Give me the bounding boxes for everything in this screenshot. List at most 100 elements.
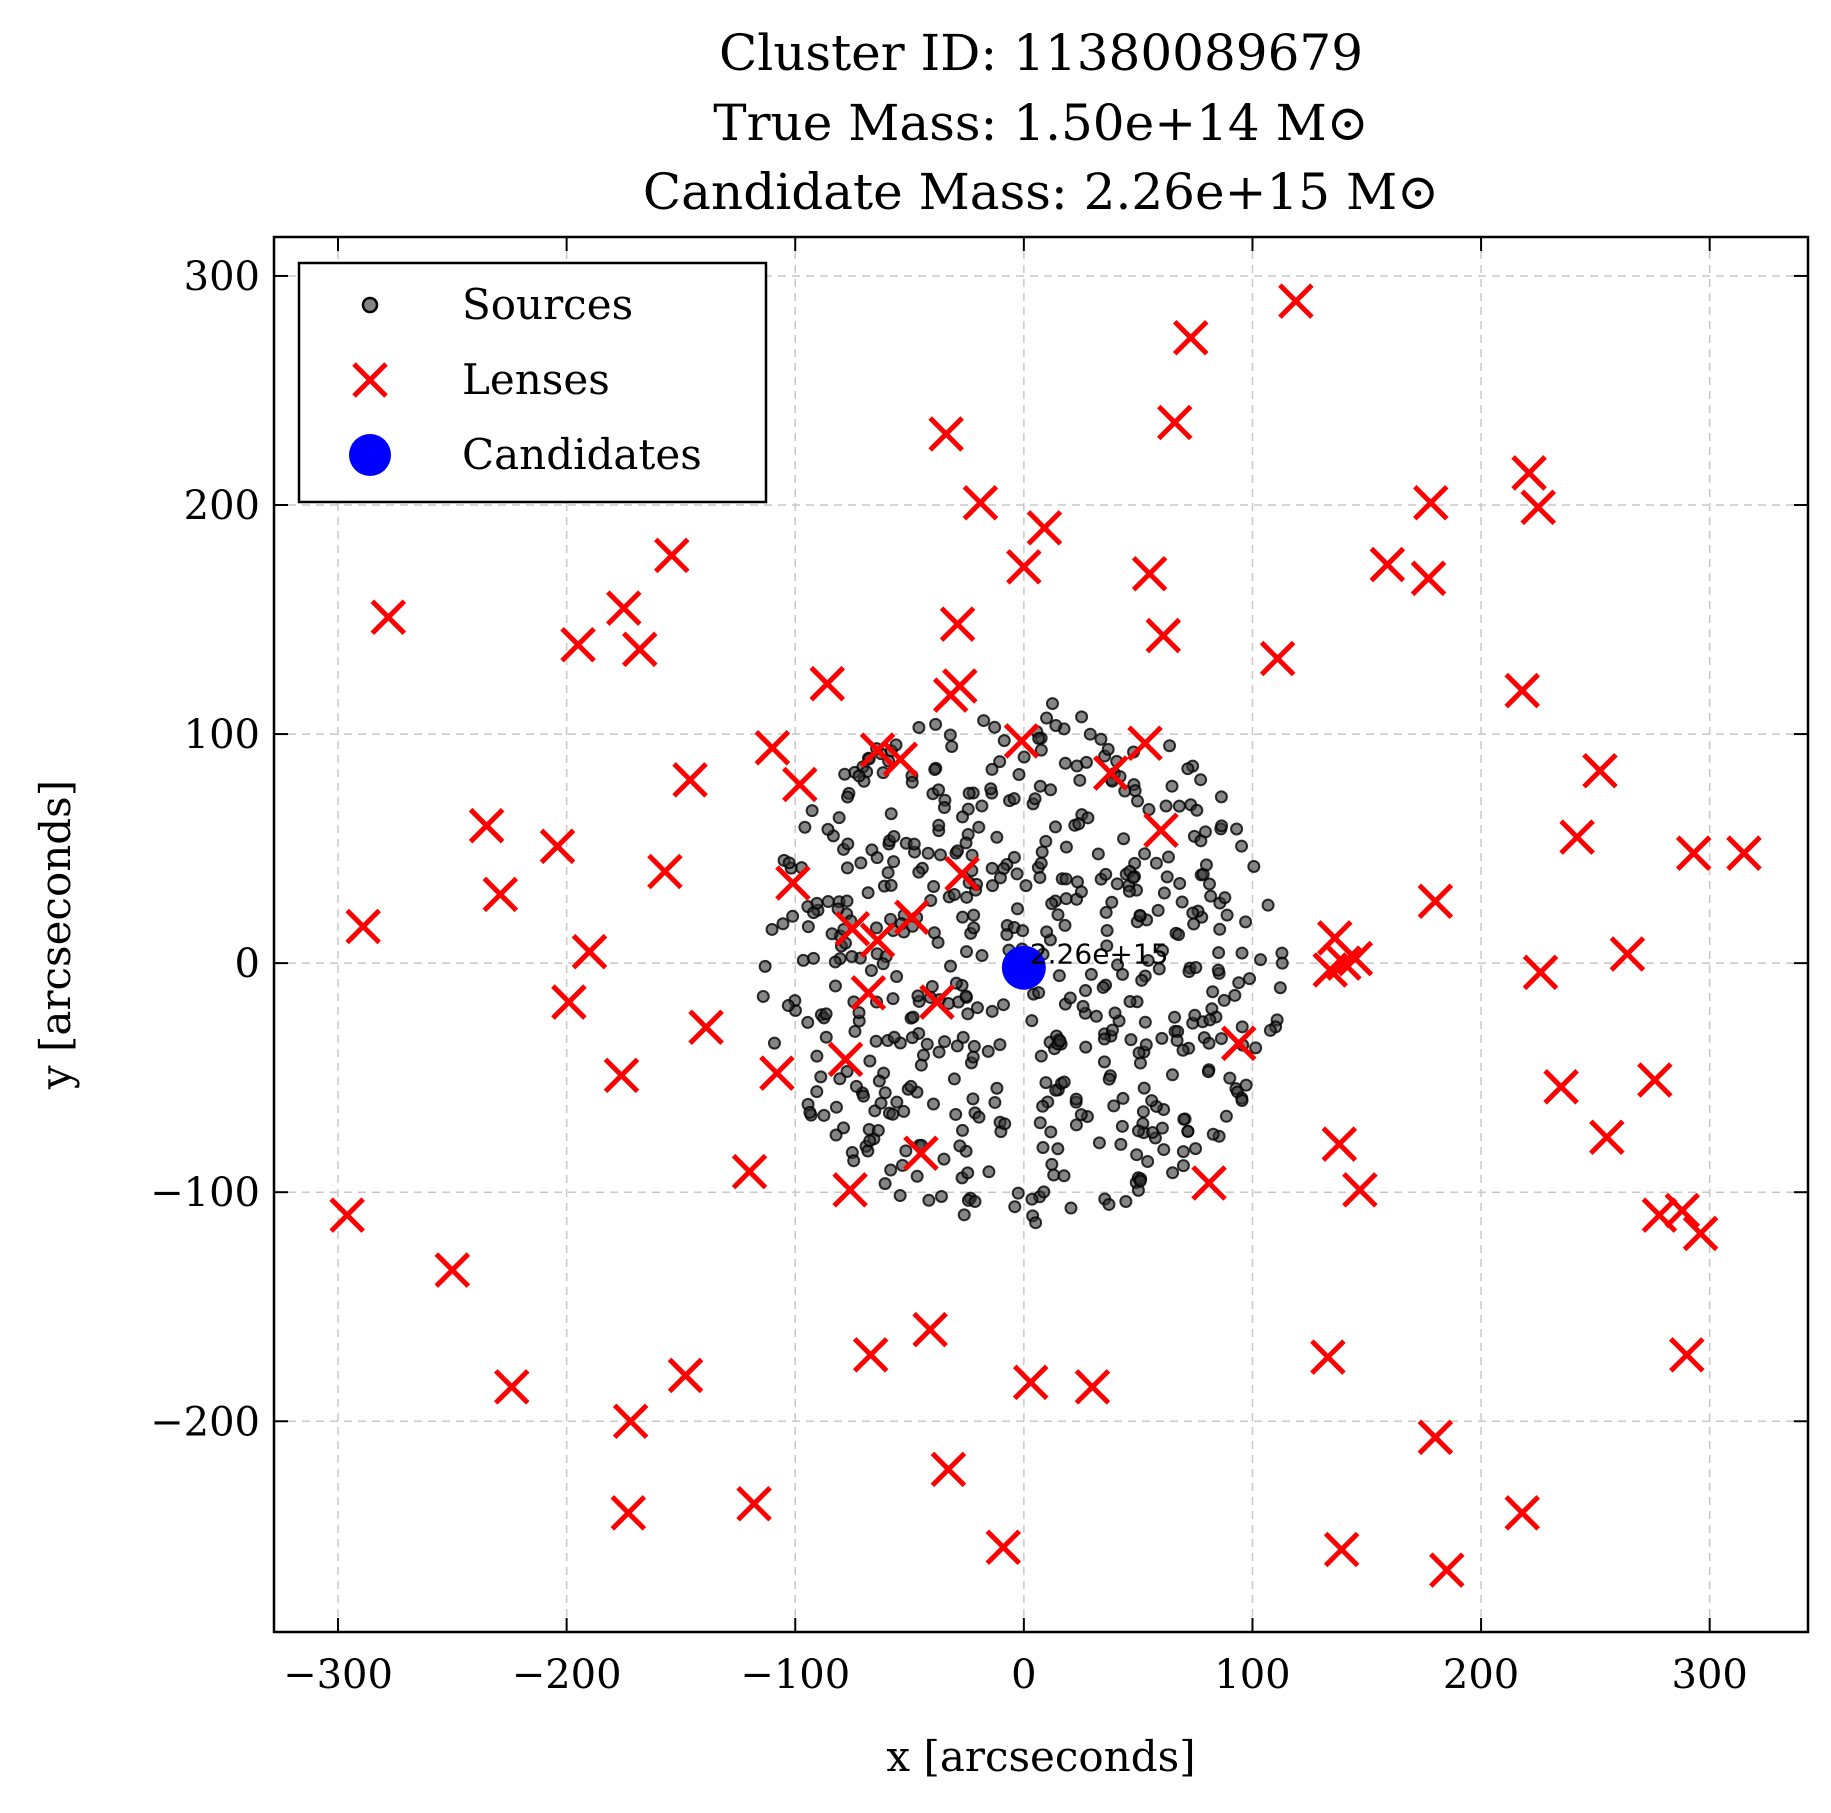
lens-point — [606, 590, 642, 626]
source-point — [1092, 1136, 1106, 1150]
source-point — [1010, 902, 1024, 916]
source-point — [1007, 850, 1021, 864]
source-point — [962, 786, 976, 800]
lens-point — [1413, 484, 1449, 521]
source-point — [1101, 742, 1115, 756]
source-point — [1102, 1072, 1116, 1086]
legend-lenses-marker — [352, 362, 388, 398]
source-point — [1069, 1092, 1083, 1106]
source-point — [968, 1195, 982, 1209]
source-point — [1135, 973, 1149, 987]
source-point — [926, 1097, 940, 1111]
lens-point — [850, 975, 887, 1011]
source-point — [988, 720, 1002, 734]
source-point — [869, 1034, 883, 1048]
source-point — [1131, 1124, 1145, 1138]
source-point — [985, 879, 999, 893]
source-point — [849, 1079, 863, 1093]
source-point — [854, 856, 868, 870]
plot-frame — [272, 235, 1810, 1634]
y-tick-label: 0 — [235, 941, 260, 987]
source-point — [1235, 1093, 1249, 1107]
source-point — [1100, 924, 1114, 938]
source-point — [990, 830, 1004, 844]
source-point — [981, 1044, 995, 1058]
lens-point — [1220, 1025, 1257, 1062]
source-point — [961, 1166, 975, 1180]
lens-point — [622, 631, 658, 668]
source-point — [1176, 1145, 1190, 1159]
source-point — [1099, 905, 1113, 919]
source-point — [956, 910, 970, 924]
source-point — [1165, 779, 1179, 793]
source-point — [1223, 1071, 1237, 1085]
lens-point — [1074, 1369, 1111, 1405]
source-point — [906, 1010, 920, 1024]
lens-point — [1259, 640, 1296, 677]
source-point — [786, 909, 800, 923]
source-point — [961, 1007, 975, 1021]
source-point — [1213, 922, 1227, 936]
source-point — [932, 818, 946, 832]
source-point — [985, 861, 999, 875]
lens-point — [1323, 1531, 1360, 1568]
source-point — [1037, 1185, 1051, 1199]
lens-point — [827, 1041, 864, 1078]
source-point — [1012, 768, 1026, 782]
source-point — [985, 1004, 999, 1018]
lens-point — [560, 626, 596, 663]
source-point — [1045, 697, 1059, 711]
lens-point — [859, 732, 896, 768]
source-point — [1201, 1065, 1215, 1079]
source-point — [1159, 799, 1173, 813]
lens-point — [928, 416, 964, 452]
source-point — [893, 1189, 907, 1203]
source-point — [1176, 1159, 1190, 1173]
source-point — [1189, 961, 1203, 975]
source-point — [1073, 773, 1087, 787]
source-point — [993, 755, 1007, 769]
source-point — [1173, 876, 1187, 890]
source-point — [904, 1079, 918, 1093]
source-point — [990, 1081, 1004, 1095]
source-point — [1105, 1023, 1119, 1037]
source-point — [852, 1006, 866, 1020]
source-point — [1145, 1094, 1159, 1108]
source-point — [1117, 832, 1131, 846]
source-point — [1083, 727, 1097, 741]
source-point — [803, 1105, 817, 1119]
source-point — [972, 1110, 986, 1124]
source-point — [1187, 917, 1201, 931]
source-point — [805, 804, 819, 818]
lens-point — [1675, 835, 1712, 871]
source-point — [932, 783, 946, 797]
source-point — [1141, 1155, 1155, 1169]
source-point — [998, 1117, 1012, 1131]
lens-point — [647, 853, 683, 890]
source-point — [970, 1001, 984, 1015]
source-point — [845, 950, 859, 964]
lens-point — [1522, 954, 1559, 991]
lens-point — [832, 1172, 868, 1208]
y-tick-label: 100 — [184, 712, 260, 758]
lens-point — [468, 807, 505, 844]
lens-point — [345, 908, 381, 945]
source-point — [1074, 885, 1088, 899]
source-point — [905, 775, 919, 789]
source-point — [1155, 1031, 1169, 1045]
lens-point — [672, 762, 708, 798]
source-point — [928, 763, 942, 777]
source-point — [1214, 790, 1228, 804]
source-point — [950, 1039, 964, 1053]
lens-point — [759, 1055, 795, 1091]
lens-point — [930, 1451, 967, 1488]
lens-point — [1337, 940, 1374, 977]
lens-point — [809, 665, 846, 702]
source-point — [1172, 928, 1186, 942]
source-point — [975, 949, 989, 963]
lens-point — [1191, 1165, 1227, 1201]
titles-layer: Cluster ID: 11380089679 True Mass: 1.50e+… — [643, 24, 1439, 221]
lens-point — [612, 1403, 649, 1440]
source-point — [776, 917, 790, 931]
